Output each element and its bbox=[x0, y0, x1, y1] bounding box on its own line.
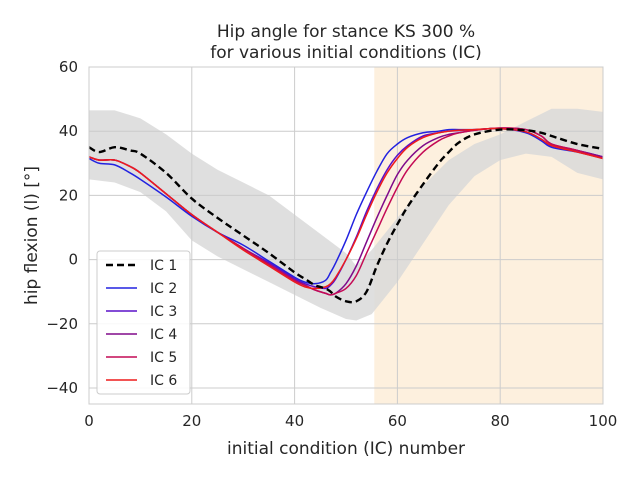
legend-label: IC 6 bbox=[150, 373, 177, 389]
legend-label: IC 1 bbox=[150, 258, 177, 274]
legend: IC 1 IC 2 IC 3 IC 4 IC 5 IC 6 bbox=[96, 250, 191, 395]
chart-subtitle: for various initial conditions (IC) bbox=[210, 43, 482, 63]
y-tick-label: 20 bbox=[59, 186, 78, 204]
y-tick-label: −40 bbox=[46, 379, 78, 397]
x-tick-label: 60 bbox=[388, 412, 407, 430]
x-axis-label: initial condition (IC) number bbox=[227, 439, 465, 459]
plot-area bbox=[88, 66, 604, 405]
y-tick-label: 60 bbox=[59, 58, 78, 76]
y-tick-label: 40 bbox=[59, 122, 78, 140]
legend-label: IC 4 bbox=[150, 327, 177, 343]
series-line-ic-6 bbox=[88, 127, 604, 290]
legend-label: IC 5 bbox=[150, 350, 177, 366]
series-line-ic-1 bbox=[88, 128, 604, 304]
legend-label: IC 2 bbox=[150, 281, 177, 297]
y-tick-label: −20 bbox=[46, 315, 78, 333]
y-axis-label: hip flexion (l) [°] bbox=[22, 166, 42, 305]
confidence-band bbox=[89, 108, 603, 321]
legend-box bbox=[96, 250, 191, 395]
x-tick-label: 20 bbox=[182, 412, 201, 430]
chart-title: Hip angle for stance KS 300 % bbox=[217, 22, 475, 42]
x-tick-label: 100 bbox=[589, 412, 618, 430]
legend-label: IC 3 bbox=[150, 304, 177, 320]
x-tick-label: 0 bbox=[84, 412, 94, 430]
x-tick-label: 40 bbox=[285, 412, 304, 430]
x-tick-label: 80 bbox=[491, 412, 510, 430]
y-tick-label: 0 bbox=[68, 251, 78, 269]
